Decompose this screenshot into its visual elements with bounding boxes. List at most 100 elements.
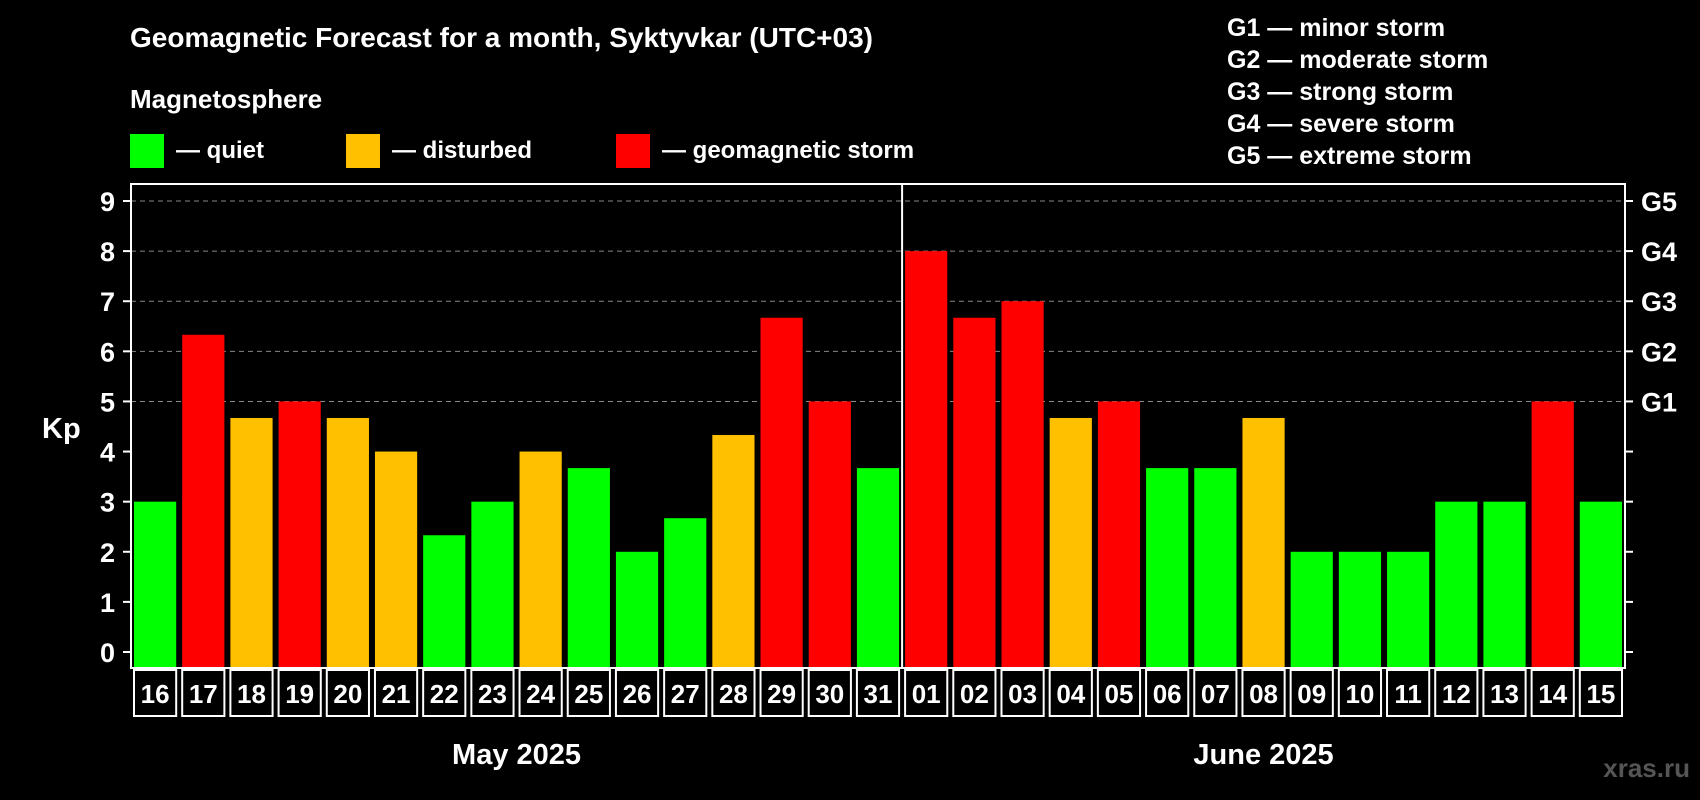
date-cell bbox=[663, 669, 708, 717]
date-cell bbox=[855, 669, 901, 717]
date-cell bbox=[373, 669, 419, 717]
bar-30 bbox=[808, 401, 851, 667]
date-label: 09 bbox=[1297, 679, 1326, 709]
legend-storm-label: — geomagnetic storm bbox=[662, 137, 915, 164]
watermark: xras.ru bbox=[1603, 753, 1690, 783]
date-cell bbox=[1530, 669, 1575, 717]
date-label: 28 bbox=[719, 679, 748, 709]
date-cell bbox=[952, 669, 997, 717]
bar-23 bbox=[471, 501, 514, 667]
date-cell bbox=[566, 669, 611, 717]
bar-31 bbox=[856, 468, 900, 667]
month-label: June 2025 bbox=[1193, 739, 1333, 771]
date-label: 27 bbox=[671, 679, 700, 709]
date-cell bbox=[133, 669, 178, 717]
date-cell bbox=[181, 669, 226, 717]
date-label: 22 bbox=[430, 679, 459, 709]
date-label: 05 bbox=[1105, 679, 1134, 709]
date-label: 31 bbox=[864, 679, 893, 709]
date-cell bbox=[1145, 669, 1190, 717]
bar-01 bbox=[905, 251, 948, 667]
bar-21 bbox=[374, 451, 418, 667]
date-cell bbox=[422, 669, 467, 717]
date-label: 13 bbox=[1490, 679, 1519, 709]
bar-07 bbox=[1194, 468, 1237, 667]
date-cell bbox=[1096, 669, 1142, 717]
y-tick-label: 5 bbox=[100, 387, 115, 417]
y-tick-label: 7 bbox=[100, 287, 115, 317]
date-label: 25 bbox=[574, 679, 603, 709]
date-cell bbox=[614, 669, 660, 717]
y-tick-label: 4 bbox=[100, 438, 115, 468]
g-tick-label: G1 bbox=[1641, 387, 1677, 417]
date-cell bbox=[1241, 669, 1286, 717]
date-label: 17 bbox=[189, 679, 218, 709]
legend-storm-swatch bbox=[616, 134, 650, 168]
date-cell bbox=[1482, 669, 1527, 717]
legend-storm: — geomagnetic storm bbox=[616, 134, 914, 168]
date-cell bbox=[229, 669, 274, 717]
y-tick-label: 6 bbox=[100, 337, 115, 367]
date-cell bbox=[1289, 669, 1334, 717]
g-legend-g3: G3 — strong storm bbox=[1227, 78, 1454, 106]
g-legend-g5: G5 — extreme storm bbox=[1227, 142, 1472, 170]
date-label: 30 bbox=[815, 679, 844, 709]
date-label: 04 bbox=[1056, 679, 1085, 709]
date-label: 16 bbox=[141, 679, 170, 709]
bar-12 bbox=[1435, 501, 1478, 667]
date-cell bbox=[1000, 669, 1045, 717]
y-tick-label: 0 bbox=[100, 638, 115, 668]
legend-subtitle: Magnetosphere bbox=[130, 84, 323, 114]
y-tick-label: 8 bbox=[100, 237, 115, 267]
date-label: 07 bbox=[1201, 679, 1230, 709]
date-label: 20 bbox=[333, 679, 362, 709]
bar-18 bbox=[230, 417, 273, 667]
date-label: 10 bbox=[1345, 679, 1374, 709]
bar-03 bbox=[1001, 301, 1044, 667]
date-label: 03 bbox=[1008, 679, 1037, 709]
g-legend-g1: G1 — minor storm bbox=[1227, 14, 1446, 42]
g-tick-label: G5 bbox=[1641, 187, 1677, 217]
date-cell bbox=[277, 669, 322, 717]
g-tick-label: G2 bbox=[1641, 337, 1677, 367]
bar-17 bbox=[182, 334, 225, 667]
bar-08 bbox=[1242, 417, 1285, 667]
date-cell bbox=[325, 669, 370, 717]
date-label: 21 bbox=[382, 679, 411, 709]
bar-14 bbox=[1531, 401, 1574, 667]
y-tick-label: 9 bbox=[100, 187, 115, 217]
bar-28 bbox=[712, 435, 755, 667]
date-cell bbox=[807, 669, 852, 717]
date-cell bbox=[1193, 669, 1238, 717]
date-cell bbox=[470, 669, 515, 717]
month-label: May 2025 bbox=[452, 739, 581, 771]
date-cell bbox=[711, 669, 756, 717]
legend-quiet-swatch bbox=[130, 134, 164, 168]
date-label: 08 bbox=[1249, 679, 1278, 709]
date-cell bbox=[759, 669, 804, 717]
date-label: 15 bbox=[1586, 679, 1615, 709]
date-cell bbox=[1578, 669, 1623, 717]
g-scale-legend: G1 — minor storm G2 — moderate storm G3 … bbox=[1227, 12, 1488, 172]
bar-25 bbox=[567, 468, 610, 667]
date-cell bbox=[1337, 669, 1383, 717]
date-label: 11 bbox=[1394, 679, 1422, 709]
bar-02 bbox=[953, 317, 996, 667]
legend-quiet: — quiet bbox=[130, 134, 264, 168]
bar-24 bbox=[519, 451, 562, 667]
bar-29 bbox=[760, 317, 803, 667]
y-tick-label: 2 bbox=[100, 538, 115, 568]
legend-quiet-label: — quiet bbox=[176, 137, 264, 164]
date-label: 19 bbox=[285, 679, 314, 709]
bar-26 bbox=[615, 551, 659, 667]
legend-disturbed: — disturbed bbox=[346, 134, 532, 168]
bar-09 bbox=[1290, 551, 1333, 667]
bar-27 bbox=[664, 518, 707, 667]
date-label: 12 bbox=[1442, 679, 1471, 709]
bar-13 bbox=[1483, 501, 1526, 667]
date-label: 06 bbox=[1153, 679, 1182, 709]
date-label: 14 bbox=[1538, 679, 1567, 709]
date-label: 02 bbox=[960, 679, 989, 709]
chart-title: Geomagnetic Forecast for a month, Syktyv… bbox=[130, 22, 873, 53]
